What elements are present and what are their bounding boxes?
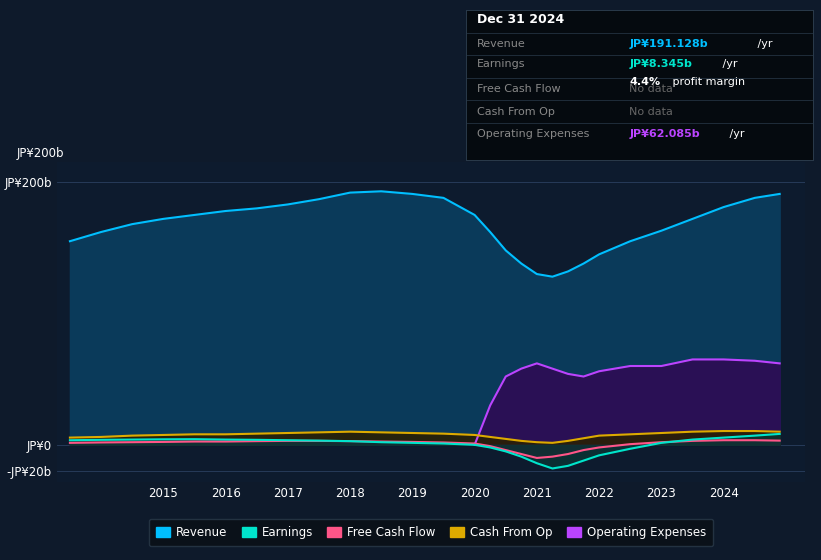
- Text: /yr: /yr: [719, 59, 738, 68]
- Text: Free Cash Flow: Free Cash Flow: [477, 84, 561, 94]
- Text: Revenue: Revenue: [477, 39, 525, 49]
- Text: Earnings: Earnings: [477, 59, 525, 68]
- Text: 4.4%: 4.4%: [629, 77, 660, 87]
- Text: No data: No data: [629, 106, 673, 116]
- Text: /yr: /yr: [727, 129, 745, 139]
- Legend: Revenue, Earnings, Free Cash Flow, Cash From Op, Operating Expenses: Revenue, Earnings, Free Cash Flow, Cash …: [149, 519, 713, 546]
- Text: profit margin: profit margin: [669, 77, 745, 87]
- Text: JP¥200b: JP¥200b: [16, 147, 64, 161]
- Text: JP¥191.128b: JP¥191.128b: [629, 39, 708, 49]
- Text: Operating Expenses: Operating Expenses: [477, 129, 589, 139]
- Text: /yr: /yr: [754, 39, 773, 49]
- Text: Cash From Op: Cash From Op: [477, 106, 555, 116]
- Text: No data: No data: [629, 84, 673, 94]
- Text: JP¥8.345b: JP¥8.345b: [629, 59, 692, 68]
- Text: Dec 31 2024: Dec 31 2024: [477, 13, 564, 26]
- Text: JP¥62.085b: JP¥62.085b: [629, 129, 699, 139]
